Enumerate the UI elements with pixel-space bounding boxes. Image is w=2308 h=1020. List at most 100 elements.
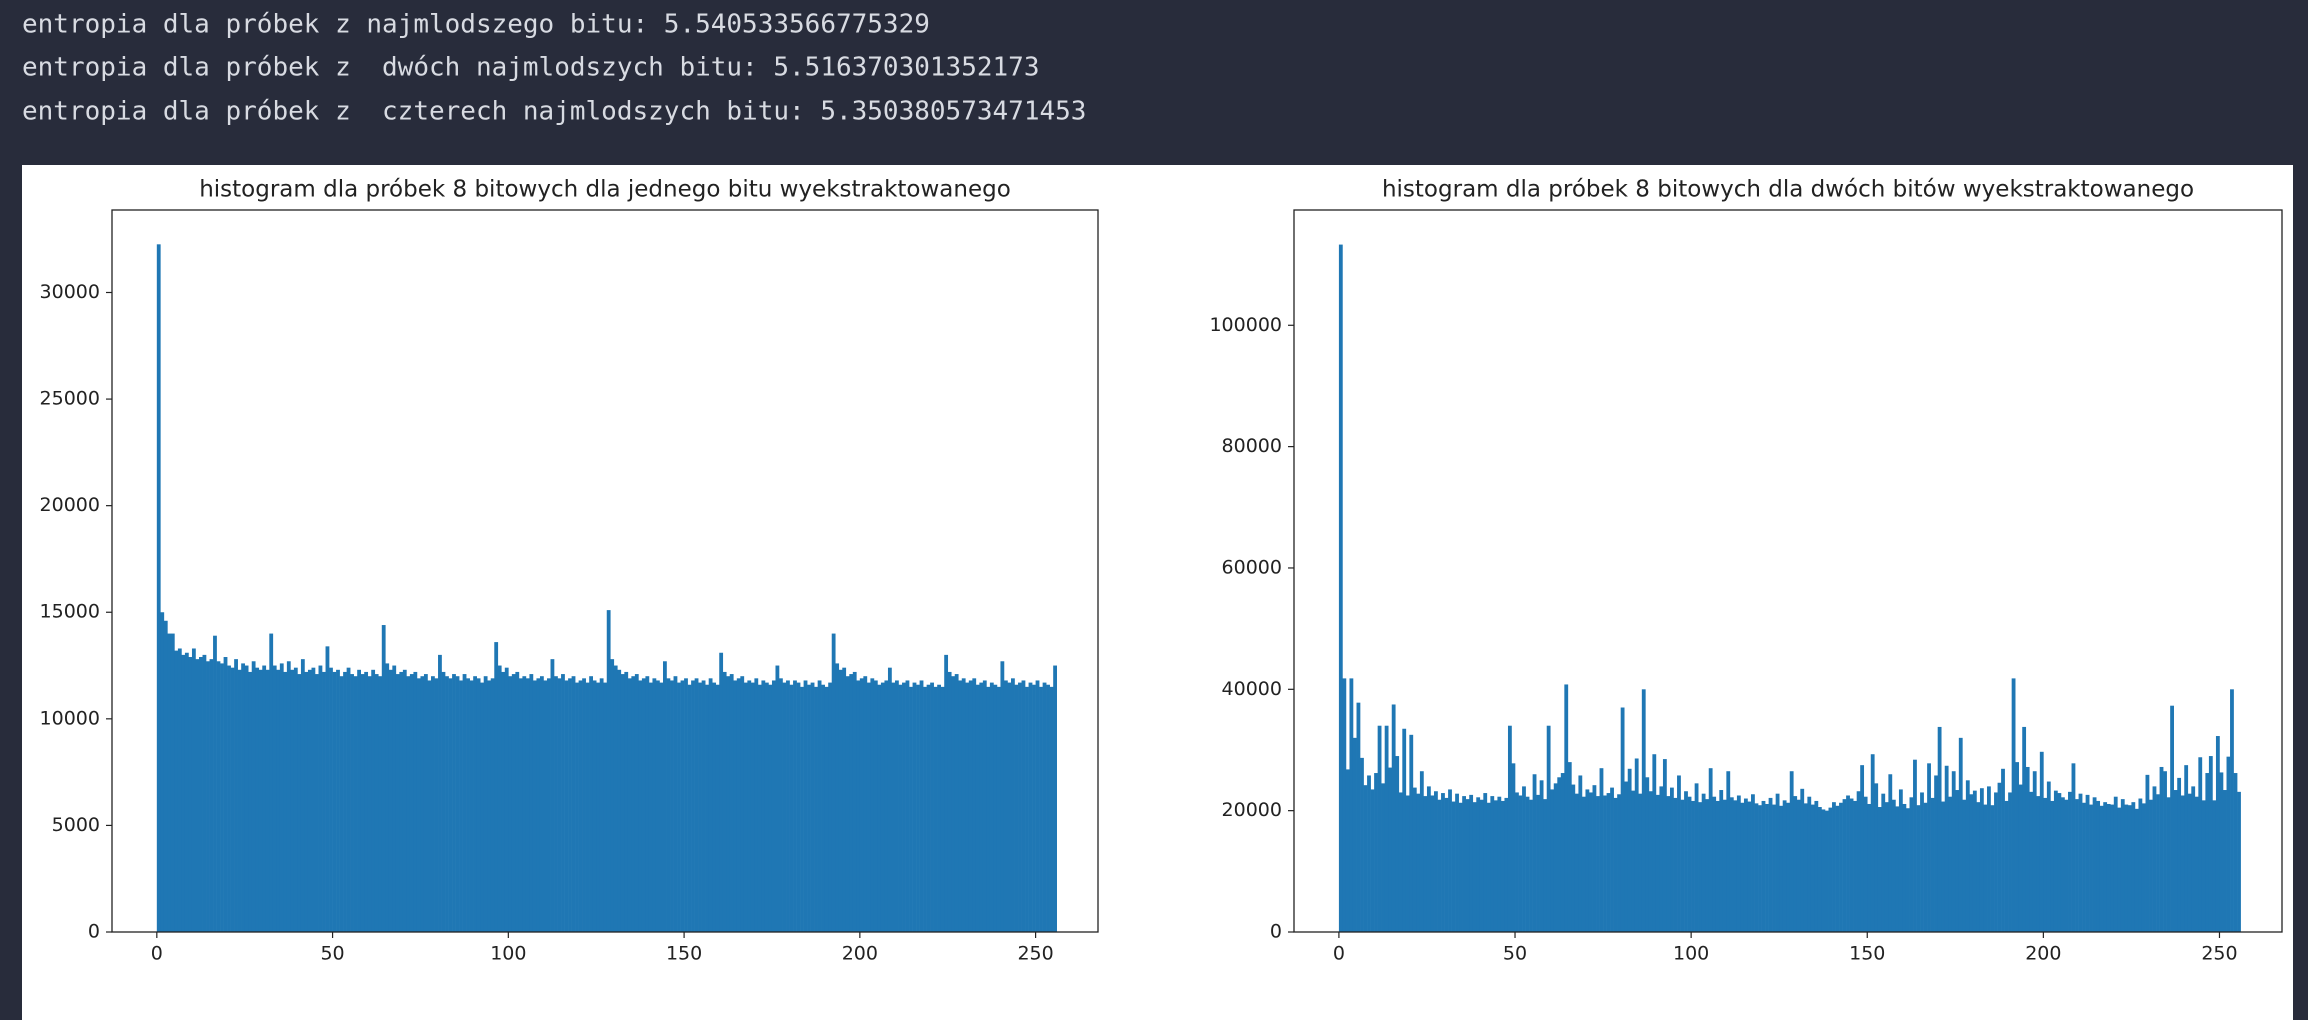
histogram-bar xyxy=(624,671,629,932)
histogram-bar xyxy=(680,680,685,932)
histogram-bar xyxy=(518,678,523,932)
histogram-bar xyxy=(160,612,165,932)
y-tick-label: 60000 xyxy=(1222,556,1282,578)
histogram-bar xyxy=(1761,800,1766,932)
histogram-bar xyxy=(1965,780,1970,932)
histogram-bar xyxy=(627,678,632,932)
histogram-bar xyxy=(1553,783,1558,932)
histogram-bar xyxy=(1856,791,1861,932)
histogram-bar xyxy=(1409,734,1414,932)
histogram-bar xyxy=(1515,792,1519,932)
histogram-bar xyxy=(2099,805,2104,932)
histogram-bar xyxy=(402,669,407,932)
histogram-bar xyxy=(859,678,864,932)
histogram-bar xyxy=(487,680,492,932)
histogram-bar xyxy=(796,682,801,932)
histogram-bar xyxy=(378,676,383,932)
histogram-bar xyxy=(1849,798,1854,932)
histogram-bar xyxy=(786,680,790,932)
histogram-bar xyxy=(2187,793,2192,932)
histogram-bar xyxy=(1624,781,1629,932)
histogram-bar xyxy=(1648,791,1653,932)
histogram-bar xyxy=(852,671,857,932)
histogram-bar xyxy=(979,682,984,932)
histogram-bar xyxy=(1613,797,1618,932)
histogram-bar xyxy=(944,654,949,932)
histogram-bar xyxy=(810,682,815,932)
histogram-bar xyxy=(1888,774,1893,932)
histogram-bar xyxy=(2068,791,2072,932)
y-tick-label: 40000 xyxy=(1222,678,1282,700)
x-tick-label: 0 xyxy=(151,943,163,965)
histogram-bar xyxy=(423,674,428,932)
histogram-bar xyxy=(1511,763,1516,932)
histogram-bar xyxy=(2004,800,2009,932)
histogram-bar xyxy=(1832,802,1836,932)
histogram-bar xyxy=(1979,788,1984,932)
histogram-bar xyxy=(1560,773,1565,932)
histogram-bar xyxy=(381,625,386,932)
histogram-bar xyxy=(582,678,586,932)
histogram-bar xyxy=(1025,686,1029,932)
histogram-bar xyxy=(170,633,175,932)
histogram-bar xyxy=(930,682,934,932)
histogram-bar xyxy=(2082,802,2086,932)
histogram-bar xyxy=(392,665,397,932)
histogram-bar xyxy=(2089,804,2093,932)
histogram-bar xyxy=(395,674,400,932)
histogram-bar xyxy=(1363,785,1368,932)
histogram-bar xyxy=(610,659,615,932)
histogram-bar xyxy=(866,682,871,932)
histogram-bar xyxy=(2110,804,2115,932)
histogram-bar xyxy=(241,663,245,932)
histogram-bar xyxy=(272,665,277,932)
histogram-bar xyxy=(539,676,544,932)
histogram-bar xyxy=(2233,773,2238,932)
histogram-bar xyxy=(1434,791,1438,932)
histogram-bar xyxy=(2177,777,2182,932)
histogram-bar xyxy=(993,684,998,932)
histogram-bar xyxy=(515,671,520,932)
histogram-bar xyxy=(561,674,565,932)
histogram-bar xyxy=(2015,762,2020,932)
histogram-bar xyxy=(909,686,913,932)
histogram-bar xyxy=(754,678,759,932)
histogram-bar xyxy=(1655,794,1660,932)
histogram-bar xyxy=(276,669,281,932)
histogram-bar xyxy=(195,659,200,932)
histogram-bar xyxy=(1543,799,1548,932)
histogram-bar xyxy=(1455,793,1459,932)
histogram-bar xyxy=(947,671,952,932)
histogram-bar xyxy=(357,669,361,932)
axes-frame xyxy=(1293,209,2283,933)
histogram-bar xyxy=(1934,775,1938,932)
histogram-bar xyxy=(2156,794,2160,932)
histogram-bar xyxy=(2018,784,2023,932)
histogram-bar xyxy=(1997,782,2002,932)
histogram-bar xyxy=(613,665,618,932)
histogram-bar xyxy=(297,674,302,932)
histogram-bar xyxy=(750,682,755,932)
histogram-bar xyxy=(1782,800,1787,932)
histogram-bar xyxy=(1462,796,1467,932)
histogram-bar xyxy=(216,661,221,932)
histogram-bar xyxy=(2001,768,2005,932)
histogram-bar xyxy=(958,680,963,932)
histogram-bar xyxy=(1391,704,1396,932)
histogram-bar xyxy=(1768,797,1773,932)
histogram-bar xyxy=(522,676,527,932)
histogram-bar xyxy=(343,671,347,932)
histogram-bar xyxy=(1937,726,1942,932)
histogram-bar xyxy=(884,680,889,932)
histogram-bar xyxy=(1645,777,1650,932)
histogram-bar xyxy=(2057,793,2062,932)
x-tick-label: 150 xyxy=(666,943,702,965)
histogram-bar xyxy=(1877,807,1882,932)
histogram-bar xyxy=(673,676,678,932)
histogram-bar xyxy=(163,620,168,932)
histogram-bar xyxy=(431,676,435,932)
histogram-bar xyxy=(863,676,868,932)
histogram-bar xyxy=(638,680,643,932)
y-tick-label: 0 xyxy=(1270,921,1282,943)
histogram-bar xyxy=(743,682,748,932)
